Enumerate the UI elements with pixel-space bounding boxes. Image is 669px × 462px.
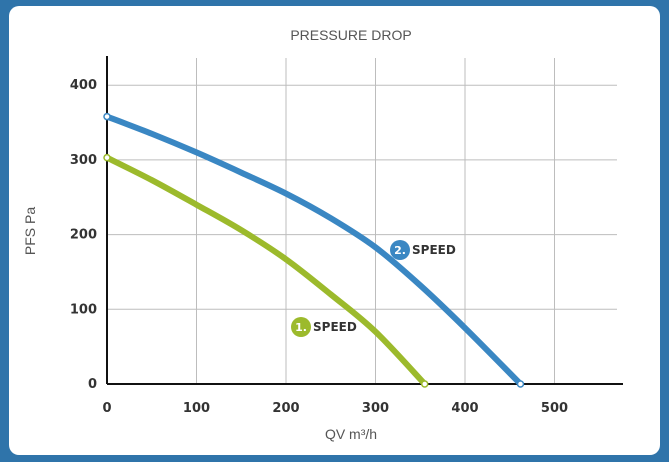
series-end-point [516,380,525,388]
series-line-speed-1 [104,154,428,387]
y-tick-label: 300 [70,153,97,168]
speed-badge [291,317,311,337]
y-axis-title: PFS Pa [22,207,38,255]
x-tick-label: 0 [102,401,111,416]
series-line-speed-2 [104,113,524,387]
x-tick-label: 300 [362,401,389,416]
grid [107,58,617,384]
x-tick-label: 100 [183,401,210,416]
y-tick-label: 200 [70,228,97,243]
speed-badge-number: 1. [295,321,307,334]
axes: 0 100 200 300 400 500 0 100 200 300 400 [70,56,623,416]
speed-badge [390,240,410,260]
speed-label: SPEED [313,320,357,334]
pressure-drop-chart: 0 100 200 300 400 500 0 100 200 300 400 1. SPEED 2. S… [22,27,623,442]
y-tick-label: 400 [70,78,97,93]
series-group [103,112,525,388]
speed-badge-number: 2. [394,244,406,257]
x-tick-label: 400 [451,401,478,416]
speed-label: SPEED [412,243,456,257]
chart-card: 0 100 200 300 400 500 0 100 200 300 400 1. SPEED 2. S… [9,6,660,455]
chart-title: PRESSURE DROP [290,27,411,43]
series-start-point [103,153,111,162]
labels-group: 1. SPEED 2. SPEED [291,240,456,337]
x-tick-label: 500 [541,401,568,416]
y-tick-label: 100 [70,302,97,317]
y-tick-label: 0 [88,377,97,392]
x-axis-title: QV m³/h [325,426,377,442]
x-tick-label: 200 [272,401,299,416]
series-start-point [103,112,111,121]
series-end-point [420,380,429,388]
